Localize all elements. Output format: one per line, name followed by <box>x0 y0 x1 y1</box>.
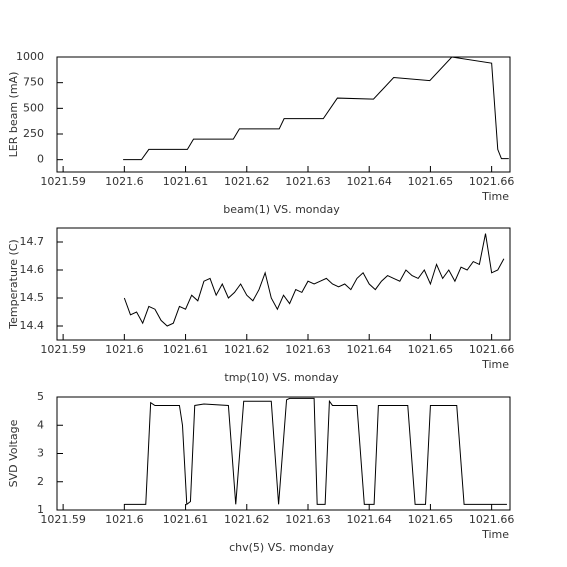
y-tick-label: 3 <box>37 447 44 460</box>
y-axis-label: LER beam (mA) <box>7 72 20 158</box>
x-tick-label: 1021.63 <box>285 343 331 356</box>
y-tick-label: 2 <box>37 475 44 488</box>
x-tick-label: 1021.62 <box>224 175 270 188</box>
y-tick-label: 1 <box>37 503 44 516</box>
x-tick-label: 1021.65 <box>408 343 454 356</box>
x-tick-label: 1021.61 <box>163 513 209 526</box>
plot-frame <box>56 396 511 511</box>
y-tick-label: 14.7 <box>20 235 45 248</box>
plot-frame <box>56 56 511 173</box>
y-tick-label: 250 <box>23 127 44 140</box>
x-tick-label: 1021.65 <box>408 513 454 526</box>
x-tick-label: 1021.6 <box>105 513 144 526</box>
y-tick-label: 750 <box>23 76 44 89</box>
x-tick-label: 1021.66 <box>469 175 515 188</box>
x-tick-label: 1021.6 <box>105 343 144 356</box>
x-tick-label: 1021.66 <box>469 513 515 526</box>
x-tick-label: 1021.59 <box>40 343 86 356</box>
panel-title: chv(5) VS. monday <box>229 541 334 554</box>
x-tick-label: 1021.59 <box>40 175 86 188</box>
x-tick-label: 1021.6 <box>105 175 144 188</box>
y-tick-label: 14.5 <box>20 291 45 304</box>
x-tick-label: 1021.61 <box>163 175 209 188</box>
x-tick-label: 1021.64 <box>346 175 392 188</box>
x-tick-label: 1021.63 <box>285 513 331 526</box>
x-tick-label: 1021.64 <box>346 513 392 526</box>
x-axis-label: Time <box>481 358 509 371</box>
plot-frame <box>56 227 511 341</box>
y-tick-label: 0 <box>37 153 44 166</box>
y-tick-label: 4 <box>37 418 44 431</box>
y-tick-label: 1000 <box>16 50 44 63</box>
x-axis-label: Time <box>481 190 509 203</box>
data-line <box>123 56 509 161</box>
x-tick-label: 1021.62 <box>224 513 270 526</box>
x-tick-label: 1021.65 <box>408 175 454 188</box>
y-axis-label: SVD Voltage <box>7 419 20 487</box>
x-tick-label: 1021.61 <box>163 343 209 356</box>
x-tick-label: 1021.63 <box>285 175 331 188</box>
y-tick-label: 14.4 <box>20 319 45 332</box>
y-tick-label: 5 <box>37 390 44 403</box>
y-tick-label: 14.6 <box>20 263 45 276</box>
data-line <box>123 233 505 327</box>
x-tick-label: 1021.59 <box>40 513 86 526</box>
y-axis-label: Temperature (C) <box>7 239 20 329</box>
x-tick-label: 1021.66 <box>469 343 515 356</box>
x-tick-label: 1021.64 <box>346 343 392 356</box>
x-tick-label: 1021.62 <box>224 343 270 356</box>
panel-title: tmp(10) VS. monday <box>224 371 339 384</box>
panel-title: beam(1) VS. monday <box>223 203 340 216</box>
data-line <box>124 397 507 506</box>
y-tick-label: 500 <box>23 101 44 114</box>
x-axis-label: Time <box>481 528 509 541</box>
